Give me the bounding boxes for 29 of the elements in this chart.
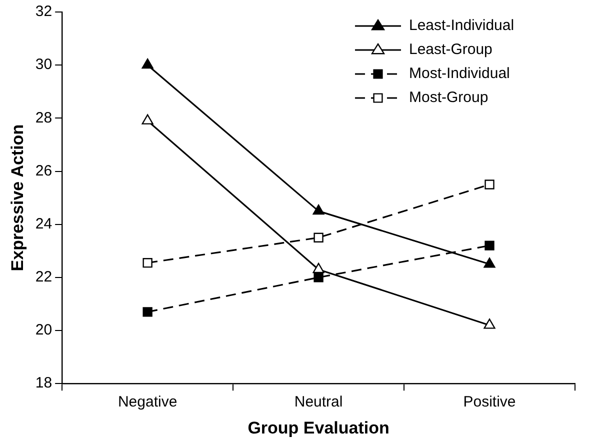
y-tick-label: 28: [35, 109, 52, 126]
legend-label: Least-Individual: [409, 17, 514, 34]
point: [142, 307, 152, 317]
legend-label: Least-Group: [409, 41, 492, 58]
y-tick-label: 30: [35, 56, 52, 74]
point: [314, 232, 324, 242]
y-tick-label: 18: [35, 374, 52, 392]
y-tick-label: 24: [35, 215, 52, 232]
y-tick-label: 26: [35, 162, 52, 180]
point: [142, 114, 154, 124]
point: [312, 262, 324, 274]
point: [142, 258, 152, 268]
point: [484, 318, 496, 329]
y-tick-label: 22: [35, 268, 52, 286]
point: [484, 240, 494, 250]
y-tick-label: 32: [35, 3, 52, 20]
legend-label: Most-Group: [409, 89, 488, 106]
point: [142, 58, 154, 69]
point: [312, 204, 324, 215]
x-tick-label: Negative: [118, 394, 178, 411]
point: [484, 258, 496, 268]
x-tick-label: Neutral: [294, 394, 343, 411]
x-tick-label: Positive: [463, 394, 516, 411]
x-axis-title: Group Evaluation: [248, 418, 390, 438]
point: [314, 272, 324, 282]
legend-label: Most-Individual: [409, 65, 510, 82]
y-axis-title: Expressive Action: [8, 124, 27, 272]
y-tick-label: 20: [35, 322, 52, 339]
point: [484, 180, 494, 190]
